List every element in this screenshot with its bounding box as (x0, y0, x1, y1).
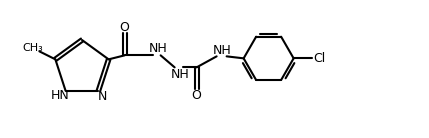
Text: NH: NH (148, 42, 167, 55)
Text: O: O (120, 21, 130, 34)
Text: CH₃: CH₃ (22, 43, 43, 53)
Text: HN: HN (51, 89, 70, 102)
Text: Cl: Cl (314, 52, 326, 65)
Text: N: N (98, 90, 107, 103)
Text: O: O (192, 89, 202, 102)
Text: NH: NH (212, 44, 231, 57)
Text: NH: NH (170, 68, 189, 81)
